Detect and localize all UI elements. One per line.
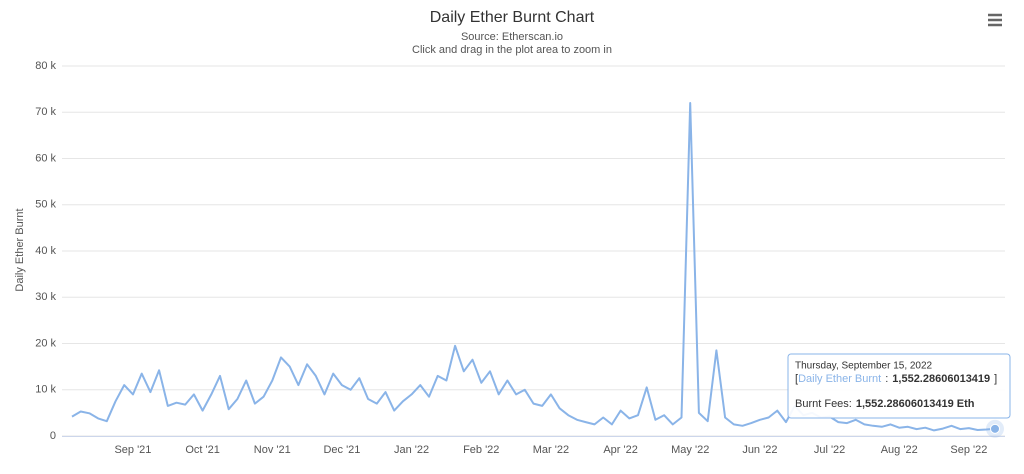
y-tick-label: 60 k: [35, 152, 56, 164]
hover-marker: [990, 423, 1000, 434]
x-tick-label: Oct '21: [185, 444, 220, 456]
subtitle: Source: Etherscan.io: [461, 31, 563, 43]
y-tick-label: 0: [50, 430, 56, 442]
y-tick-label: 70 k: [35, 106, 56, 118]
y-tick-label: 30 k: [35, 291, 56, 303]
data-line: [71, 102, 996, 432]
tooltip-date: Thursday, September 15, 2022: [795, 361, 933, 372]
x-tick-label: Mar '22: [533, 444, 569, 456]
x-tick-label: Sep '21: [114, 444, 151, 456]
tooltip: Thursday, September 15, 2022[Daily Ether…: [787, 353, 1011, 419]
x-tick-label: Feb '22: [463, 444, 499, 456]
x-tick-label: Jul '22: [814, 444, 845, 456]
tooltip-sep: :: [885, 373, 888, 385]
x-tick-label: May '22: [671, 444, 709, 456]
chart-title: Daily Ether Burnt Chart: [430, 9, 595, 26]
tooltip-bracket: ]: [994, 373, 997, 385]
y-tick-label: 20 k: [35, 337, 56, 349]
y-tick-label: 40 k: [35, 245, 56, 257]
tooltip-line: [Daily Ether Burnt:1,552.28606013419]: [795, 373, 997, 385]
x-tick-label: Aug '22: [881, 444, 918, 456]
tooltip-box: [787, 353, 1011, 419]
x-tick-label: Nov '21: [254, 444, 291, 456]
tooltip-value: 1,552.28606013419: [892, 373, 990, 385]
y-tick-label: 50 k: [35, 199, 56, 211]
tooltip-fees-value: 1,552.28606013419 Eth: [856, 398, 975, 410]
x-tick-label: Jan '22: [394, 444, 429, 456]
x-tick-label: Apr '22: [603, 444, 638, 456]
tooltip-series-name: Daily Ether Burnt: [798, 373, 881, 385]
x-tick-label: Dec '21: [323, 444, 360, 456]
x-tick-label: Sep '22: [950, 444, 987, 456]
tooltip-bracket: [: [795, 373, 798, 385]
y-tick-label: 80 k: [35, 60, 56, 72]
tooltip-fees-label: Burnt Fees:: [795, 398, 852, 410]
menu-button[interactable]: [986, 12, 1004, 28]
tooltip-fees: Burnt Fees: 1,552.28606013419 Eth: [795, 398, 975, 410]
x-tick-label: Jun '22: [742, 444, 777, 456]
subtitle: Click and drag in the plot area to zoom …: [412, 44, 612, 56]
y-axis-title: Daily Ether Burnt: [14, 208, 26, 291]
y-tick-label: 10 k: [35, 384, 56, 396]
